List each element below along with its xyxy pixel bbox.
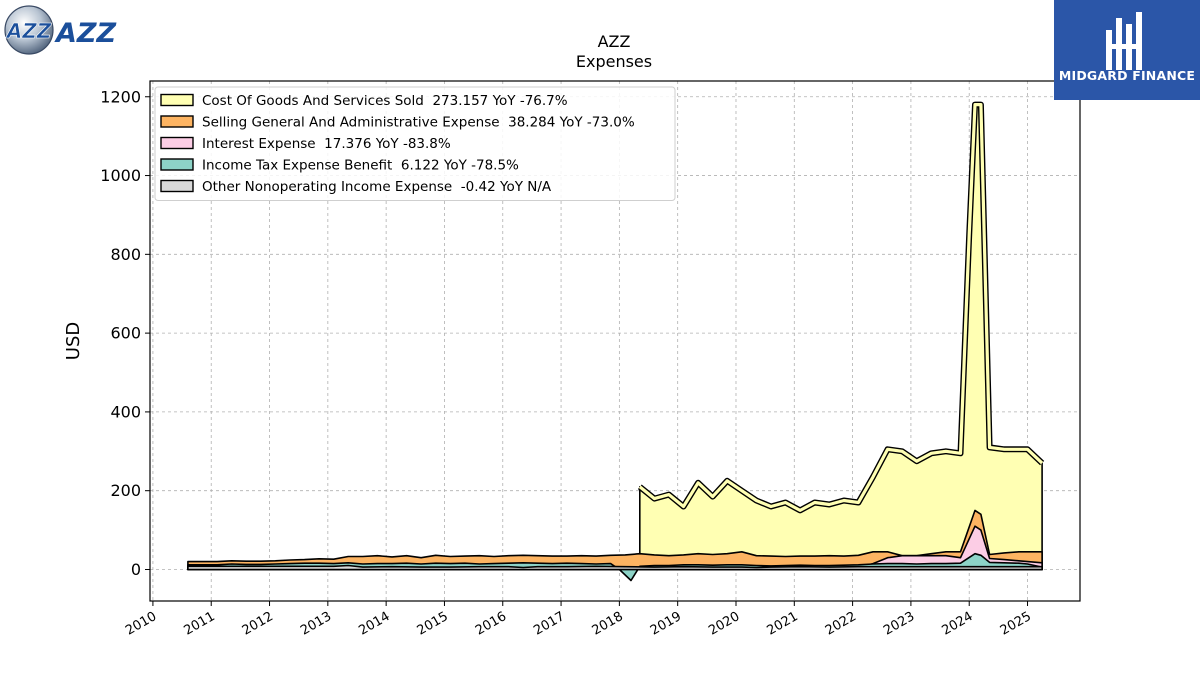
x-tick-label: 2010: [123, 609, 159, 639]
midgard-logo-icon: [1106, 12, 1142, 70]
series-cost-of-goods-and-services-sold: [637, 101, 1045, 571]
x-tick-label: 2015: [415, 609, 451, 639]
plot-frame: [149, 80, 1081, 602]
legend-entry-label: Interest Expense 17.376 YoY -83.8%: [202, 136, 451, 152]
legend-entry-label: Selling General And Administrative Expen…: [202, 115, 635, 131]
x-tick-label: 2012: [240, 609, 276, 639]
legend-box: [154, 86, 676, 201]
x-tick-label: 2019: [648, 609, 684, 639]
y-tick-label: 200: [110, 481, 141, 500]
legend-entry-label: Other Nonoperating Income Expense -0.42 …: [202, 179, 552, 195]
y-tick-label: 0: [131, 560, 141, 579]
x-tick-label: 2025: [998, 609, 1034, 639]
y-tick-label: 600: [110, 324, 141, 343]
y-axis: 0 200 400 600 800 1000 1200: [100, 87, 150, 579]
x-tick-label: 2018: [590, 609, 626, 639]
y-axis-label: USD: [63, 322, 84, 360]
legend-entry-label: Income Tax Expense Benefit 6.122 YoY -78…: [202, 158, 519, 174]
x-tick-label: 2016: [473, 609, 509, 639]
legend-swatch: [160, 115, 194, 128]
series-other-nonoperating-income-expense: [187, 564, 1043, 571]
series-areas: [187, 101, 1045, 582]
series-area-other-nonoperating-income-expense: [187, 564, 1043, 571]
x-tick-label: 2014: [356, 609, 392, 639]
x-tick-label: 2013: [298, 609, 334, 639]
x-tick-label: 2022: [823, 609, 859, 639]
legend-swatch: [160, 179, 194, 193]
series-line-cost-of-goods-and-services-sold: [638, 103, 1044, 512]
x-tick-label: 2017: [531, 609, 567, 639]
azz-globe-letters: AZZ: [5, 19, 52, 43]
company-logo: AZZ AZZ: [4, 4, 134, 56]
chart-title: AZZ: [597, 32, 631, 51]
legend-swatch: [160, 93, 194, 107]
x-axis: 2010 2011 2012 2013 2014 2015 2016 2017 2018 2019…: [123, 601, 1034, 639]
chart-title-block: AZZ Expenses: [414, 32, 814, 72]
x-tick-label: 2021: [765, 609, 801, 639]
chart-subtitle: Expenses: [575, 52, 653, 71]
y-tick-label: 400: [110, 402, 141, 421]
legend-entry-label: Cost Of Goods And Services Sold 273.157 …: [202, 93, 568, 109]
x-tick-label: 2011: [181, 609, 217, 639]
x-tick-label: 2020: [706, 609, 742, 639]
partner-logo: MIDGARD FINANCE: [1054, 0, 1200, 100]
legend-swatch: [160, 158, 194, 171]
legend-swatch: [160, 136, 194, 150]
azz-globe-icon: [4, 5, 54, 55]
y-tick-label: 1200: [100, 87, 141, 106]
partner-logo-text: MIDGARD FINANCE: [1058, 68, 1196, 83]
y-tick-label: 800: [110, 245, 141, 264]
legend: Cost Of Goods And Services Sold 273.157 …: [154, 86, 676, 201]
azz-wordmark: AZZ: [54, 18, 116, 49]
x-tick-label: 2023: [881, 609, 917, 639]
y-tick-label: 1000: [100, 166, 141, 185]
x-tick-label: 2024: [939, 609, 975, 639]
